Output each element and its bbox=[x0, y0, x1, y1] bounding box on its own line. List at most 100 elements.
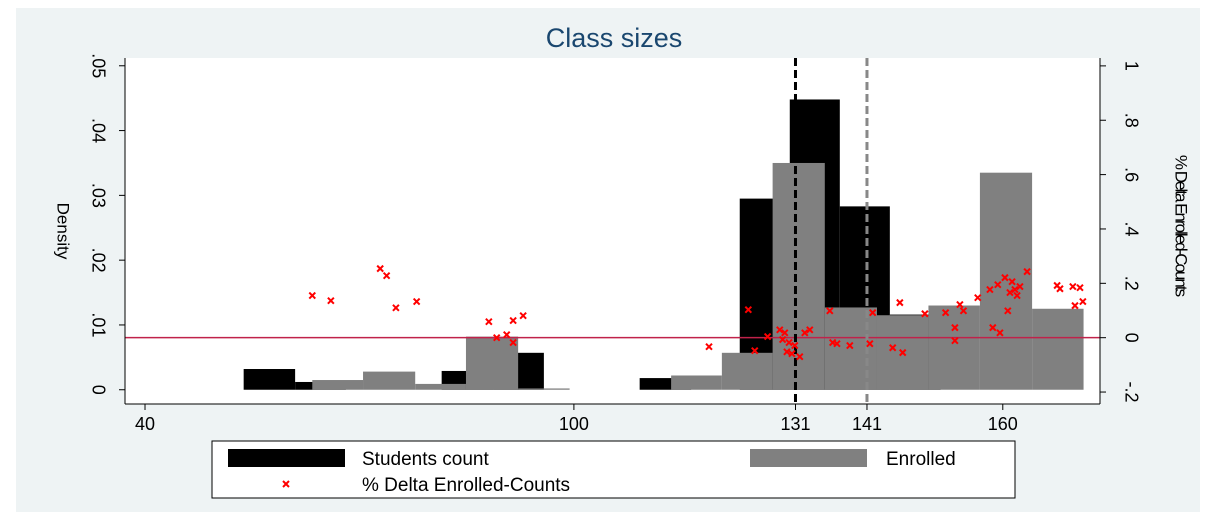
scatter-point bbox=[412, 297, 421, 306]
scatter-point bbox=[989, 323, 997, 332]
scatter-point bbox=[956, 300, 964, 309]
scatter-point bbox=[509, 316, 517, 325]
y-tick-label: .02 bbox=[88, 248, 108, 273]
scatter-point bbox=[492, 333, 501, 342]
scatter-point bbox=[776, 326, 784, 334]
y-tick-label: .03 bbox=[88, 183, 108, 208]
histogram-bar bbox=[312, 380, 364, 390]
histogram-bar bbox=[824, 307, 877, 390]
scatter-point bbox=[1056, 285, 1064, 293]
scatter-point bbox=[778, 335, 787, 344]
scatter-point bbox=[826, 307, 834, 315]
legend-label: % Delta Enrolled-Counts bbox=[362, 475, 570, 496]
scatter-point bbox=[941, 308, 950, 317]
plot bbox=[125, 58, 1100, 404]
scatter-point bbox=[503, 330, 511, 339]
histogram-bar bbox=[721, 352, 773, 390]
y2-axis-label: % Delta Enrolled-Counts bbox=[1172, 155, 1191, 297]
histogram-bar bbox=[363, 371, 416, 390]
histogram-bar bbox=[928, 305, 980, 390]
scatter-point bbox=[1004, 307, 1012, 315]
scatter-point bbox=[1071, 301, 1079, 310]
y2-tick-label: 0 bbox=[1121, 333, 1141, 343]
scatter-point bbox=[1001, 273, 1009, 282]
scatter-point bbox=[781, 329, 789, 337]
histogram-bar bbox=[772, 162, 825, 390]
legend-label: Students count bbox=[362, 449, 489, 470]
y2-tick-label: .2 bbox=[1121, 276, 1141, 291]
histogram-bar bbox=[639, 378, 692, 390]
y2-tick-label: 1 bbox=[1121, 61, 1141, 71]
scatter-point bbox=[1008, 277, 1016, 286]
scatter-point bbox=[327, 297, 335, 305]
scatter-point bbox=[751, 347, 759, 355]
scatter-point bbox=[866, 339, 874, 348]
scatter-point bbox=[788, 350, 796, 358]
scatter-point bbox=[833, 339, 841, 348]
x-tick-label: 141 bbox=[852, 414, 882, 434]
scatter-point bbox=[806, 326, 814, 334]
scatter-point bbox=[974, 294, 982, 302]
scatter-point bbox=[801, 329, 809, 337]
scatter-point bbox=[899, 348, 907, 357]
scatter-point bbox=[1011, 285, 1019, 294]
histogram-bar bbox=[518, 388, 570, 390]
scatter-point bbox=[921, 310, 929, 318]
scatter-point bbox=[519, 311, 527, 320]
scatter-point bbox=[986, 285, 994, 294]
scatter-point bbox=[959, 307, 968, 315]
y-tick-label: 0 bbox=[88, 385, 108, 395]
scatter-point bbox=[1013, 291, 1021, 300]
scatter-point bbox=[996, 329, 1004, 337]
scatter-point bbox=[485, 317, 493, 326]
scatter-point bbox=[951, 323, 959, 332]
scatter-point bbox=[785, 338, 793, 347]
legend-label: Enrolled bbox=[886, 449, 956, 470]
scatter-point bbox=[796, 352, 804, 361]
scatter-point bbox=[888, 344, 897, 352]
x-tick-label: 160 bbox=[988, 414, 1018, 434]
scatter-point bbox=[1079, 297, 1087, 306]
scatter-point bbox=[846, 341, 854, 350]
scatter-point bbox=[896, 298, 904, 307]
scatter-point bbox=[1076, 283, 1084, 292]
legend-swatch bbox=[750, 449, 867, 467]
histogram-bar bbox=[979, 172, 1033, 390]
x-tick-label: 40 bbox=[135, 414, 155, 434]
scatter-point bbox=[791, 341, 799, 350]
y-tick-label: .05 bbox=[88, 53, 108, 78]
y2-tick-label: .4 bbox=[1121, 221, 1141, 236]
scatter-point bbox=[744, 305, 753, 314]
scatter-point bbox=[868, 308, 877, 317]
histogram-bar bbox=[1032, 308, 1084, 390]
y-tick-label: .01 bbox=[88, 312, 108, 337]
scatter-point bbox=[376, 264, 384, 273]
legend bbox=[211, 440, 1016, 499]
scatter-point bbox=[951, 336, 959, 345]
scatter-point bbox=[1016, 282, 1024, 291]
scatter-point bbox=[1006, 288, 1014, 297]
scatter-point bbox=[1023, 267, 1031, 276]
scatter-point bbox=[763, 332, 772, 341]
y-tick-label: .04 bbox=[88, 118, 108, 143]
legend-swatch bbox=[228, 449, 345, 467]
legend-symbol bbox=[282, 480, 290, 488]
histogram-bar bbox=[465, 336, 519, 390]
scatter-point bbox=[392, 304, 400, 312]
histogram-bar bbox=[243, 369, 296, 390]
scatter-point bbox=[994, 280, 1002, 289]
histogram-bar bbox=[415, 383, 466, 390]
x-tick-label: 131 bbox=[780, 414, 810, 434]
scatter-point bbox=[509, 338, 517, 347]
y2-tick-label: -.2 bbox=[1121, 382, 1141, 403]
scatter-point bbox=[1069, 282, 1077, 291]
scatter-point bbox=[705, 342, 713, 351]
scatter-point bbox=[783, 348, 791, 356]
histogram-bar bbox=[671, 375, 722, 390]
y2-tick-label: .8 bbox=[1121, 113, 1141, 128]
chart-title: Class sizes bbox=[546, 23, 683, 53]
scatter-point bbox=[382, 272, 391, 280]
y2-tick-label: .6 bbox=[1121, 167, 1141, 182]
scatter-point bbox=[308, 291, 316, 300]
